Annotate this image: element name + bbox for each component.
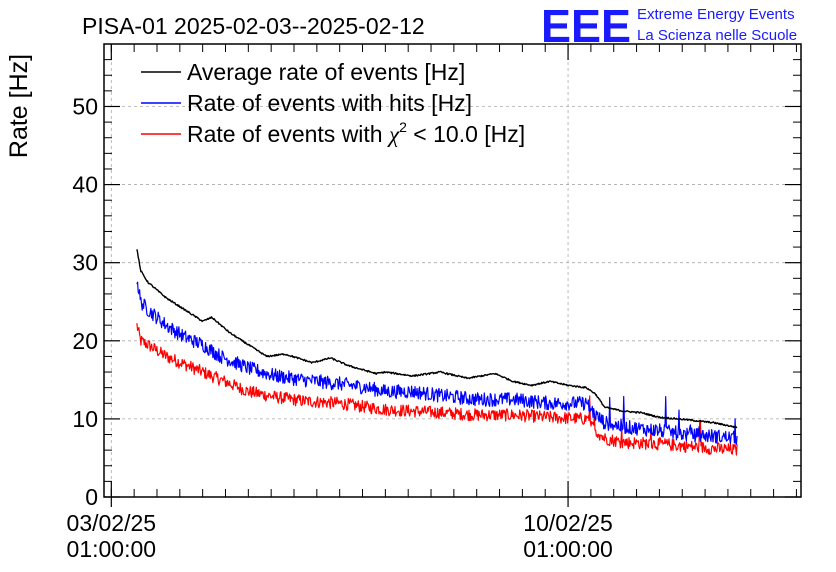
eee-logo: EEE Extreme Energy Events La Scienza nel… bbox=[541, 0, 797, 52]
legend-label-average: Average rate of events [Hz] bbox=[187, 59, 465, 85]
y-tick-label-50: 50 bbox=[72, 93, 98, 119]
x-tick-label-date-0: 03/02/25 bbox=[67, 510, 157, 536]
y-tick-label-40: 40 bbox=[72, 172, 98, 198]
x-tick-label-date-1: 10/02/25 bbox=[523, 510, 613, 536]
eee-logo-line1: Extreme Energy Events bbox=[637, 6, 795, 23]
x-tick-label-time-1: 01:00:00 bbox=[523, 536, 613, 562]
chart-title: PISA-01 2025-02-03--2025-02-12 bbox=[82, 13, 425, 39]
legend-chi2-post: < 10.0 [Hz] bbox=[407, 121, 525, 147]
y-tick-label-20: 20 bbox=[72, 328, 98, 354]
legend-chi2-symbol: χ bbox=[387, 122, 400, 147]
legend-label-hits: Rate of events with hits [Hz] bbox=[187, 90, 472, 116]
x-tick-label-time-0: 01:00:00 bbox=[67, 536, 157, 562]
y-tick-label-0: 0 bbox=[85, 484, 98, 510]
legend-label-chi2: Rate of events with χ2 < 10.0 [Hz] bbox=[187, 119, 525, 147]
y-tick-label-30: 30 bbox=[72, 250, 98, 276]
y-tick-label-10: 10 bbox=[72, 406, 98, 432]
series-line-hits bbox=[136, 281, 738, 445]
data-series bbox=[136, 249, 738, 456]
y-axis-label: Rate [Hz] bbox=[5, 54, 33, 158]
legend: Average rate of events [Hz] Rate of even… bbox=[141, 59, 525, 147]
legend-chi2-pre: Rate of events with bbox=[187, 121, 389, 147]
eee-logo-line2: La Scienza nelle Scuole bbox=[637, 27, 797, 44]
tick-labels: 0102030405003/02/2501:00:0010/02/2501:00… bbox=[67, 93, 613, 562]
plot-frame bbox=[103, 43, 802, 498]
legend-chi2-superscript: 2 bbox=[399, 119, 407, 135]
series-line-chi2 bbox=[136, 323, 738, 456]
series-line-average bbox=[136, 249, 738, 429]
